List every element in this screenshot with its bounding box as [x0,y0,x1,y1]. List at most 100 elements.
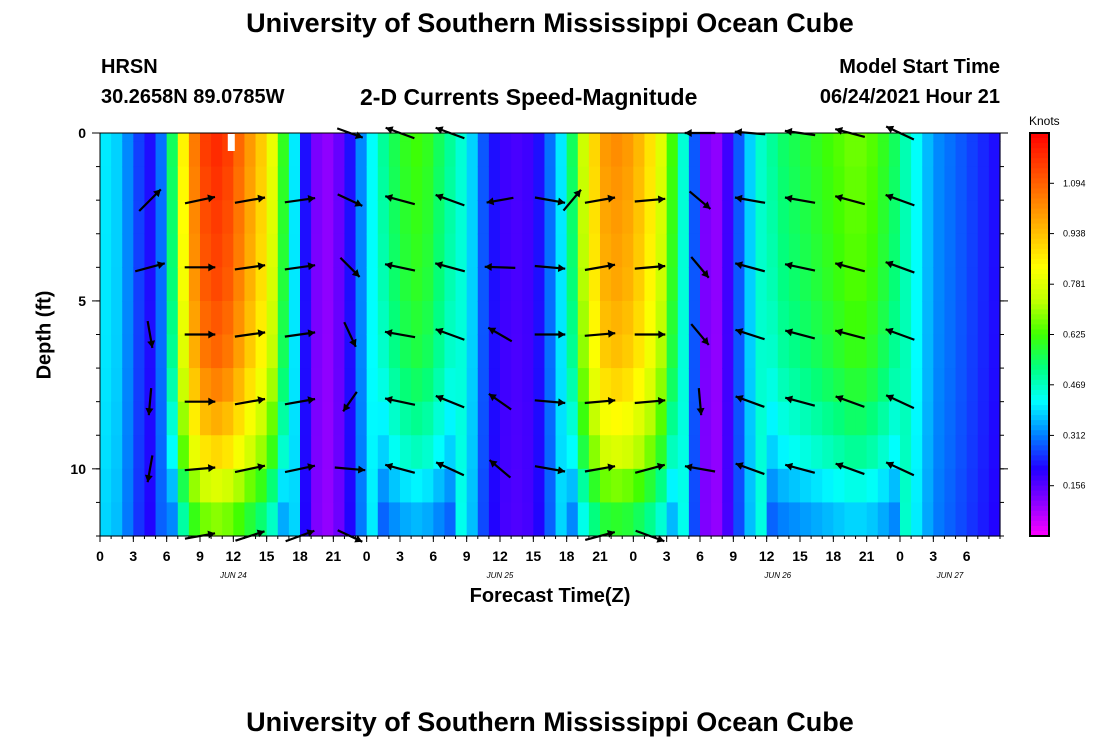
heatmap-cell [288,166,301,201]
x-tick-label: 3 [663,548,671,564]
heatmap-cell [833,401,846,436]
heatmap-cell [777,200,790,235]
heatmap-cell [222,468,234,504]
heatmap-cell [500,502,512,537]
heatmap-cell [477,267,490,302]
heatmap-cell [122,468,134,504]
heatmap-cell [722,468,734,504]
vector-head [735,395,744,403]
colorbar-segment [1030,465,1049,472]
heatmap-cell [588,233,601,268]
heatmap-cell [111,141,123,168]
heatmap-cell [544,133,557,142]
heatmap-cell [933,233,946,268]
current-vector [835,462,865,476]
vector-head [785,462,794,471]
heatmap-cell [877,468,890,504]
heatmap-cell [966,435,979,470]
heatmap-cell [355,233,368,268]
x-tick-label: 21 [326,548,342,564]
vector-head [702,201,711,209]
heatmap-cell [244,233,257,268]
heatmap-cell [933,368,946,403]
vector-head [734,194,743,203]
vector-head [886,125,895,134]
heatmap-cell [811,435,823,470]
colorbar-tick-label: 0.938 [1063,229,1086,239]
heatmap-cell [777,267,790,302]
heatmap-cell [677,200,690,235]
heatmap-cell [744,334,757,369]
heatmap-cell [111,502,123,537]
current-vector [284,195,316,204]
heatmap-cell [844,334,857,369]
heatmap-cell [622,368,634,403]
heatmap-cell [977,166,990,201]
heatmap-cell [966,300,979,336]
heatmap-cell [144,166,157,201]
heatmap-cell [333,435,346,470]
vector-head [784,127,793,136]
heatmap-cell [155,334,168,369]
heatmap-cell [500,133,512,142]
colorbar-segment [1030,389,1049,396]
heatmap-cell [266,334,279,369]
current-vector [784,395,816,407]
heatmap-cell [255,133,268,142]
heatmap-cell [166,267,179,302]
heatmap-cell [700,435,712,470]
heatmap-cell [344,502,357,537]
x-tick-label: 21 [592,548,608,564]
heatmap-cell [933,133,946,142]
heatmap-cell [611,300,623,336]
heatmap-cell [800,368,812,403]
heatmap-cell [377,435,390,470]
current-vector [835,395,865,408]
heatmap-cell [766,300,779,336]
heatmap-cell [422,300,434,336]
heatmap-cell [322,267,334,302]
heatmap-cell [433,267,446,302]
heatmap-cell [977,368,990,403]
heatmap-cell [455,300,468,336]
heatmap-cell [244,468,257,504]
heatmap-cell [577,502,590,537]
vector-head [835,261,844,270]
heatmap-cell [300,300,312,336]
heatmap-cell [533,368,546,403]
heatmap-cell [266,502,279,537]
heatmap-cell [966,141,979,168]
heatmap-cell [122,502,134,537]
heatmap-cell [100,166,112,201]
heatmap-cell [166,468,179,504]
heatmap-cell [200,133,212,142]
heatmap-cell [511,468,523,504]
colorbar-segment [1030,399,1049,406]
heatmap-cell [177,141,190,168]
heatmap-cell [300,233,312,268]
heatmap-cell [911,133,923,142]
heatmap-cell [677,368,690,403]
current-vector [735,328,765,341]
heatmap-cell [800,502,812,537]
current-vector [584,261,616,272]
heatmap-cell [333,166,346,201]
heatmap-cell [655,502,668,537]
heatmap-cell [722,300,734,336]
colorbar-tick-label: 0.781 [1063,279,1086,289]
heatmap-cell [600,435,612,470]
heatmap-cell [955,166,968,201]
heatmap-cell [311,133,323,142]
heatmap-cell [366,200,379,235]
heatmap-cell [511,233,523,268]
colorbar-segment [1030,153,1049,159]
vector-head [435,261,444,270]
heatmap-cell [733,502,746,537]
model-start-label: Model Start Time [839,56,1000,78]
heatmap-cell [488,141,501,168]
x-axis-label: Forecast Time(Z) [469,585,631,607]
heatmap-cell [322,334,334,369]
heatmap-cell [555,200,568,235]
colorbar-segment [1030,405,1049,411]
current-vector [735,395,765,408]
